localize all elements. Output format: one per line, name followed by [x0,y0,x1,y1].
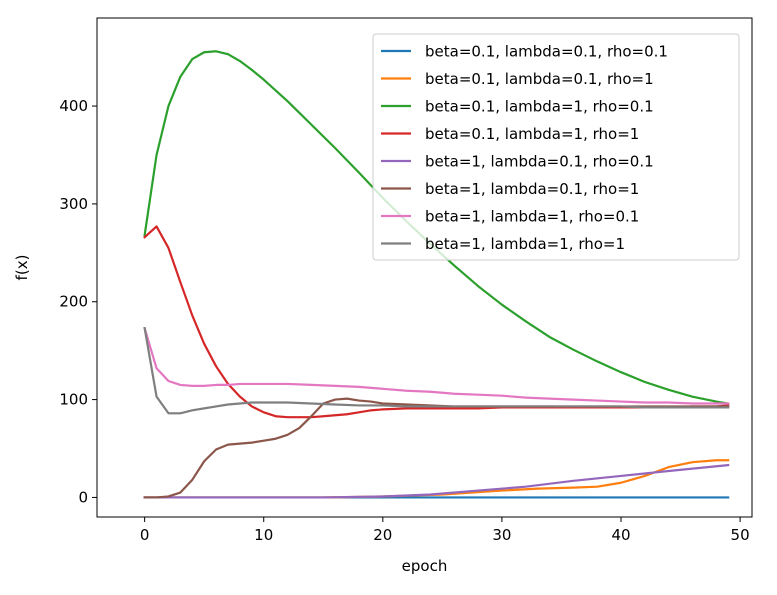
y-tick-label: 200 [59,293,88,311]
series-line-8 [143,326,730,415]
legend-label: beta=0.1, lambda=1, rho=0.1 [425,98,654,116]
x-tick-label: 40 [611,526,630,544]
y-tick-label: 300 [59,195,88,213]
y-tick-label: 0 [78,488,88,506]
y-tick-label: 400 [59,97,88,115]
legend-label: beta=0.1, lambda=1, rho=1 [425,125,639,143]
legend-box [372,33,740,261]
x-tick-label: 30 [492,526,511,544]
x-tick-label: 0 [140,526,150,544]
legend-label: beta=0.1, lambda=0.1, rho=0.1 [425,43,668,61]
x-tick-label: 10 [254,526,273,544]
axes-frame [96,17,753,518]
legend-label: beta=1, lambda=1, rho=1 [425,235,625,253]
y-axis: 0 100 200 300 400 [59,97,97,506]
y-axis-title: f(x) [13,255,31,281]
legend-label: beta=1, lambda=1, rho=0.1 [425,208,639,226]
legend-label: beta=1, lambda=0.1, rho=0.1 [425,153,654,171]
series-line-5 [143,463,730,499]
legend-label: beta=1, lambda=0.1, rho=1 [425,180,639,198]
series-line-7 [143,326,730,405]
legend: beta=0.1, lambda=0.1, rho=0.1 beta=0.1, l… [372,33,740,261]
x-tick-label: 20 [373,526,392,544]
x-tick-label: 50 [731,526,750,544]
x-axis-title: epoch [402,557,448,575]
x-axis: 0 10 20 30 40 50 [140,517,750,544]
y-tick-label: 100 [59,391,88,409]
legend-label: beta=0.1, lambda=0.1, rho=1 [425,70,654,88]
